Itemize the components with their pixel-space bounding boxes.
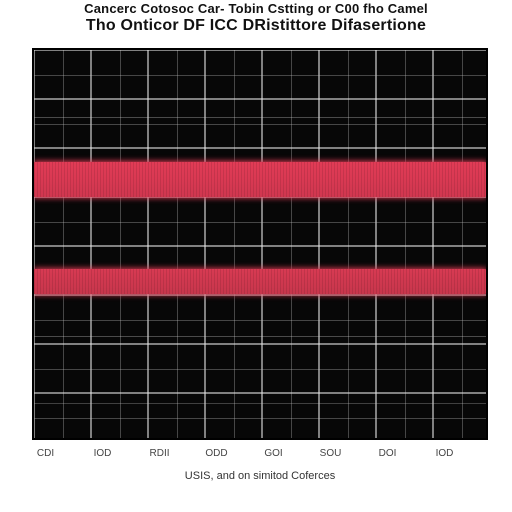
gridline bbox=[375, 50, 377, 438]
gridline bbox=[34, 245, 486, 247]
x-tick-label: IOD bbox=[430, 448, 460, 459]
gridline bbox=[34, 124, 486, 125]
x-tick-labels: CDI IOD RDII ODD GOI SOU DOI IOD bbox=[32, 448, 488, 462]
gridline bbox=[348, 50, 349, 438]
gridline bbox=[261, 50, 263, 438]
gridline bbox=[34, 75, 486, 76]
gridline bbox=[234, 50, 235, 438]
gridline bbox=[90, 50, 92, 438]
figure: Cancerc Cotosoc Car- Tobin Cstting or C0… bbox=[0, 0, 512, 512]
gridline bbox=[63, 50, 64, 438]
gridline bbox=[34, 222, 486, 223]
title-block: Cancerc Cotosoc Car- Tobin Cstting or C0… bbox=[0, 2, 512, 35]
x-axis-label: USIS, and on simitod Coferces bbox=[32, 470, 488, 482]
gridline bbox=[34, 392, 486, 394]
gridline bbox=[33, 50, 35, 438]
gridline bbox=[34, 49, 486, 51]
x-tick-label: RDII bbox=[145, 448, 175, 459]
x-tick-label: ODD bbox=[202, 448, 232, 459]
x-tick-label: IOD bbox=[88, 448, 118, 459]
gridline bbox=[34, 418, 486, 419]
x-tick-label: GOI bbox=[259, 448, 289, 459]
x-tick-label: SOU bbox=[316, 448, 346, 459]
gridline bbox=[204, 50, 206, 438]
gridline bbox=[34, 294, 486, 296]
gridline bbox=[462, 50, 463, 438]
trace-line-2 bbox=[34, 336, 486, 337]
gridline bbox=[120, 50, 121, 438]
gridline bbox=[34, 320, 486, 321]
gridline bbox=[34, 147, 486, 149]
title-line-2: Tho Onticor DF ICC DRistittore Difaserti… bbox=[0, 17, 512, 35]
gridline bbox=[291, 50, 292, 438]
gridline bbox=[405, 50, 406, 438]
trace-line-3 bbox=[34, 403, 486, 404]
signal-band-1 bbox=[34, 162, 486, 197]
plot-background bbox=[34, 50, 486, 438]
x-tick-label: DOI bbox=[373, 448, 403, 459]
plot-area bbox=[32, 48, 488, 440]
gridline bbox=[34, 369, 486, 370]
trace-line-1 bbox=[34, 117, 486, 118]
title-line-1: Cancerc Cotosoc Car- Tobin Cstting or C0… bbox=[0, 2, 512, 17]
x-tick-label: CDI bbox=[31, 448, 61, 459]
signal-band-2 bbox=[34, 269, 486, 294]
gridline bbox=[34, 98, 486, 100]
gridline bbox=[147, 50, 149, 438]
gridline bbox=[432, 50, 434, 438]
gridline bbox=[34, 343, 486, 345]
gridline bbox=[177, 50, 178, 438]
gridline bbox=[318, 50, 320, 438]
